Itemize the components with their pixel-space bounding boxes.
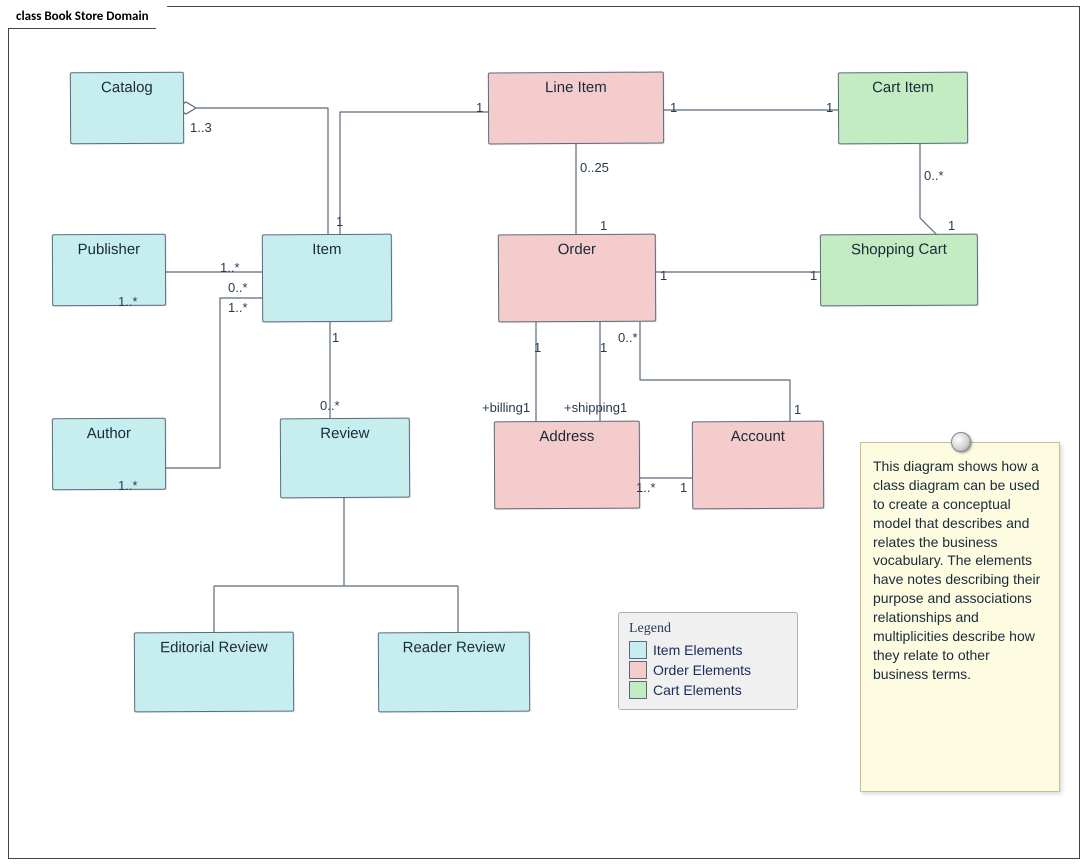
multiplicity-label: 1: [660, 268, 667, 283]
multiplicity-label: 1: [810, 268, 817, 283]
frame-title: class Book Store Domain: [8, 6, 168, 29]
multiplicity-label: 0..*: [618, 330, 638, 345]
multiplicity-label: 0..*: [228, 280, 248, 295]
legend-row: Cart Elements: [629, 681, 787, 699]
class-node-reader: Reader Review: [378, 632, 530, 713]
class-node-shoppingcart: Shopping Cart: [820, 234, 978, 307]
legend-swatch-icon: [629, 661, 647, 679]
multiplicity-label: 0..25: [580, 160, 609, 175]
legend-row: Order Elements: [629, 661, 787, 679]
multiplicity-label: +shipping1: [564, 400, 627, 415]
class-node-review: Review: [280, 418, 410, 499]
multiplicity-label: 1: [336, 214, 343, 229]
multiplicity-label: 0..*: [320, 398, 340, 413]
multiplicity-label: 0..*: [924, 168, 944, 183]
class-node-item: Item: [262, 234, 392, 323]
legend-label: Item Elements: [653, 642, 742, 658]
legend-label: Cart Elements: [653, 682, 742, 698]
multiplicity-label: 1..*: [118, 478, 138, 493]
multiplicity-label: 1: [670, 100, 677, 115]
class-node-address: Address: [494, 421, 640, 510]
class-node-author: Author: [52, 418, 166, 491]
legend-row: Item Elements: [629, 641, 787, 659]
sticky-text: This diagram shows how a class diagram c…: [873, 457, 1047, 684]
multiplicity-label: 1: [332, 330, 339, 345]
multiplicity-label: 1: [826, 100, 833, 115]
class-node-order: Order: [498, 234, 656, 323]
legend-label: Order Elements: [653, 662, 751, 678]
sticky-note: This diagram shows how a class diagram c…: [860, 442, 1060, 792]
legend-swatch-icon: [629, 641, 647, 659]
legend-title: Legend: [629, 621, 787, 637]
class-node-cartitem: Cart Item: [838, 72, 968, 145]
sticky-pin-icon: [951, 432, 971, 452]
multiplicity-label: +billing1: [482, 400, 530, 415]
multiplicity-label: 1: [476, 100, 483, 115]
multiplicity-label: 1: [948, 218, 955, 233]
class-node-publisher: Publisher: [52, 234, 166, 307]
class-node-account: Account: [692, 421, 824, 510]
multiplicity-label: 1: [534, 340, 541, 355]
multiplicity-label: 1..*: [118, 294, 138, 309]
class-node-lineitem: Line Item: [488, 72, 664, 145]
class-node-editorial: Editorial Review: [134, 632, 294, 713]
multiplicity-label: 1: [600, 218, 607, 233]
legend-swatch-icon: [629, 681, 647, 699]
multiplicity-label: 1..3: [190, 120, 212, 135]
multiplicity-label: 1..*: [228, 300, 248, 315]
legend: Legend Item Elements Order Elements Cart E…: [618, 612, 798, 710]
multiplicity-label: 1..*: [220, 260, 240, 275]
multiplicity-label: 1: [680, 480, 687, 495]
multiplicity-label: 1..*: [636, 480, 656, 495]
diagram-canvas: class Book Store Domain Catalog Publisher…: [0, 0, 1088, 867]
class-node-catalog: Catalog: [70, 72, 184, 145]
multiplicity-label: 1: [600, 340, 607, 355]
multiplicity-label: 1: [794, 402, 801, 417]
